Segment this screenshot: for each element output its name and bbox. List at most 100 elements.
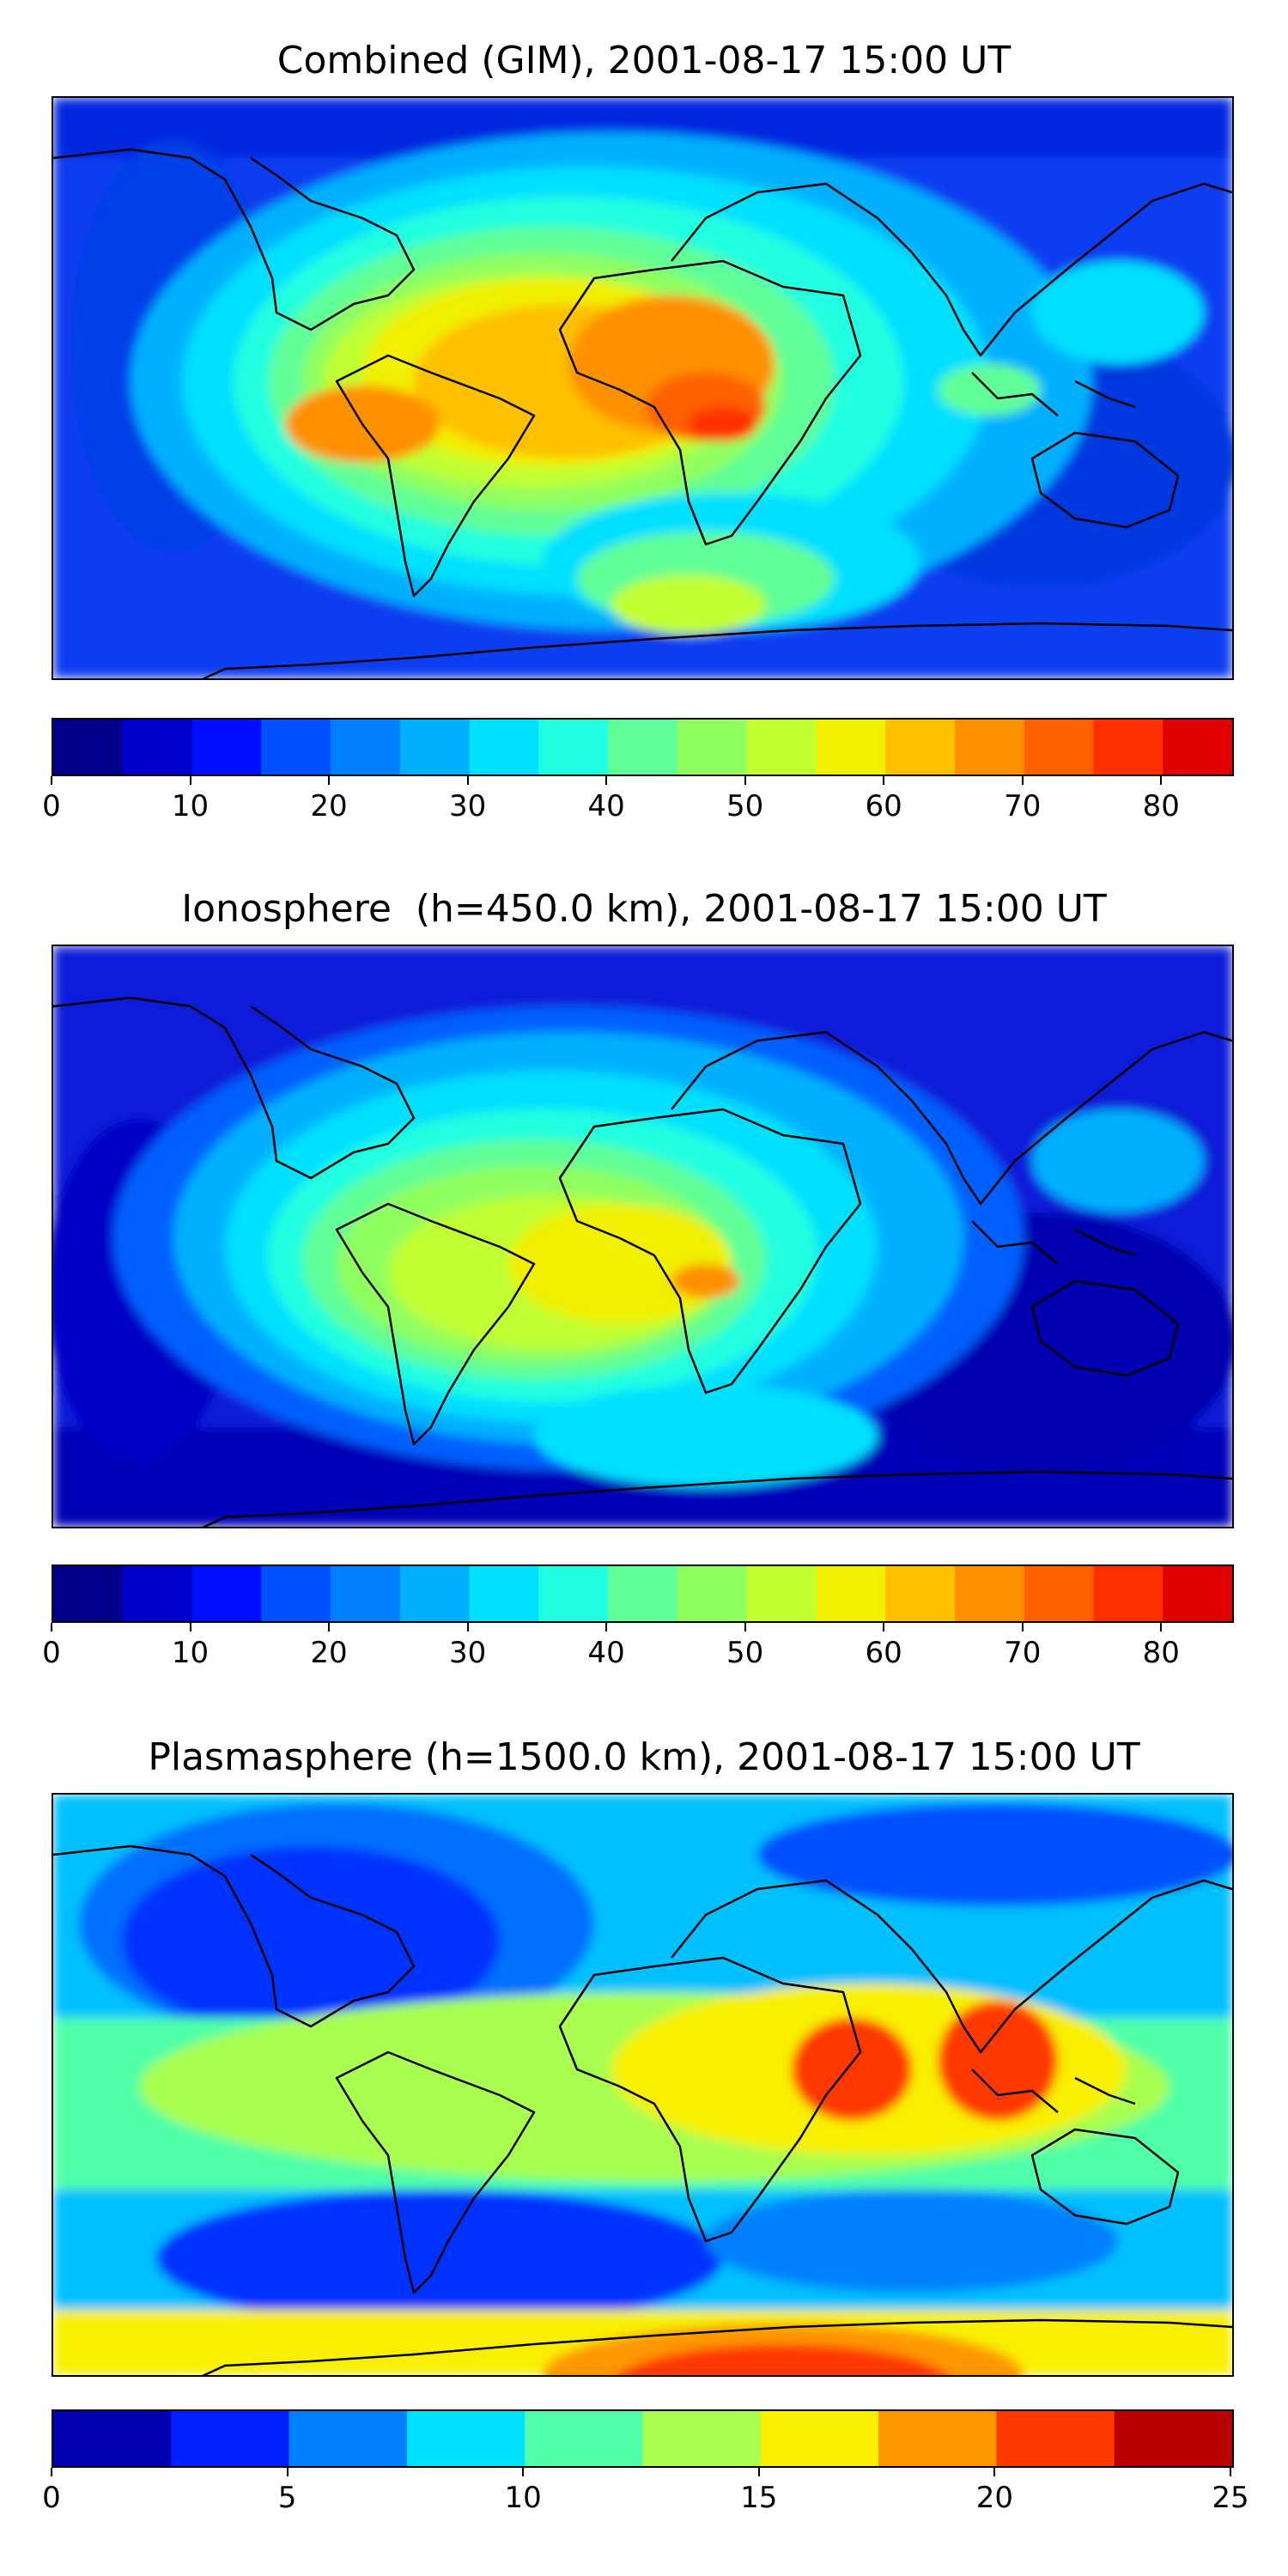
panel-title-plasmasphere: Plasmasphere (h=1500.0 km), 2001-08-17 1… (148, 1735, 1140, 1779)
tec-field-ionosphere (53, 946, 1232, 1527)
colorbar-swatch (608, 1566, 678, 1621)
colorbar-tick-label: 0 (42, 2481, 61, 2515)
map-combined-gim (52, 96, 1234, 680)
colorbar-tick-label: 40 (587, 1636, 625, 1670)
colorbar-swatch (469, 1566, 539, 1621)
colorbar-tick-label: 20 (310, 789, 348, 823)
colorbar-swatch (1024, 1566, 1094, 1621)
colorbar-swatch (469, 720, 539, 775)
colorbar-swatch (608, 720, 678, 775)
colorbar-ticks-combined: 0 10 20 30 40 50 60 70 80 (42, 776, 1234, 828)
colorbar-tick-label: 60 (865, 789, 902, 823)
colorbar-tick (883, 1623, 885, 1631)
colorbar-swatch (677, 720, 748, 775)
colorbar-ionosphere (52, 1564, 1234, 1623)
colorbar-tick-label: 70 (1004, 1636, 1042, 1670)
colorbar-swatch (399, 1566, 471, 1621)
colorbar-swatch (53, 720, 124, 775)
colorbar-tick-label: 25 (1212, 2481, 1249, 2515)
colorbar-ticks-ionosphere: 0 10 20 30 40 50 60 70 80 (42, 1623, 1234, 1674)
colorbar-swatch (191, 720, 262, 775)
colorbar-tick (605, 1623, 608, 1631)
colorbar-tick (1021, 776, 1024, 785)
colorbar-swatch (406, 2411, 526, 2466)
colorbar-swatch (261, 720, 331, 775)
colorbar-swatch (996, 2411, 1115, 2466)
colorbar-tick (51, 1623, 52, 1631)
colorbar-tick (189, 776, 191, 785)
colorbar-tick (328, 1623, 331, 1631)
colorbar-tick (51, 2468, 52, 2476)
colorbar-swatch (53, 2411, 172, 2466)
colorbar-swatch (816, 720, 886, 775)
colorbar-tick-label: 20 (310, 1636, 348, 1670)
colorbar-combined (52, 718, 1234, 776)
colorbar-ticks-plasmasphere: 0 5 10 15 20 25 (42, 2468, 1249, 2519)
tec-field-plasmasphere (53, 1795, 1232, 2375)
colorbar-swatch (878, 2411, 997, 2466)
coastlines (53, 1844, 1232, 2375)
colorbar-tick (522, 2468, 525, 2476)
colorbar-swatch (885, 720, 956, 775)
colorbar-swatch (122, 1566, 193, 1621)
colorbar-tick-label: 10 (504, 2481, 542, 2515)
colorbar-swatch (399, 720, 471, 775)
colorbar-tick (1021, 1623, 1024, 1631)
colorbar-swatch (331, 720, 401, 775)
colorbar-tick (993, 2468, 996, 2476)
colorbar-swatch (642, 2411, 762, 2466)
colorbar-swatch (538, 720, 609, 775)
map-plasmasphere (52, 1793, 1234, 2377)
colorbar-swatch (171, 2411, 290, 2466)
colorbar-swatch (746, 1566, 817, 1621)
colorbar-tick-label: 50 (726, 789, 764, 823)
colorbar-tick (286, 2468, 289, 2476)
colorbar-tick (883, 776, 885, 785)
colorbar-swatch (261, 1566, 331, 1621)
colorbar-swatch (53, 1566, 124, 1621)
colorbar-tick (605, 776, 608, 785)
colorbar-tick (466, 1623, 469, 1631)
map-ionosphere (52, 945, 1234, 1528)
colorbar-tick-label: 30 (448, 1636, 487, 1670)
colorbar-tick-label: 5 (277, 2481, 297, 2515)
colorbar-tick (328, 776, 331, 785)
colorbar-tick (51, 776, 52, 785)
colorbar-tick-label: 50 (726, 1636, 764, 1670)
colorbar-tick (1230, 2468, 1231, 2476)
colorbar-tick (1160, 1623, 1163, 1631)
colorbar-swatch (1024, 720, 1094, 775)
colorbar-tick (466, 776, 469, 785)
colorbar-swatch (954, 720, 1025, 775)
colorbar-swatch (122, 720, 193, 775)
colorbar-swatch (1163, 1566, 1232, 1621)
colorbar-tick-label: 80 (1142, 1636, 1180, 1670)
colorbar-swatch (525, 2411, 643, 2466)
colorbar-swatch (816, 1566, 886, 1621)
colorbar-swatch (746, 720, 817, 775)
colorbar-tick (189, 1623, 191, 1631)
colorbar-tick (744, 776, 746, 785)
colorbar-tick-label: 20 (975, 2481, 1014, 2515)
colorbar-tick-label: 15 (740, 2481, 778, 2515)
colorbar-swatch (1093, 1566, 1163, 1621)
colorbar-tick (1160, 776, 1163, 785)
colorbar-tick (744, 1623, 746, 1631)
panel-title-combined: Combined (GIM), 2001-08-17 15:00 UT (276, 39, 1012, 82)
colorbar-swatch (954, 1566, 1025, 1621)
colorbar-swatch (1163, 720, 1232, 775)
colorbar-swatch (289, 2411, 408, 2466)
colorbar-swatch (760, 2411, 879, 2466)
panel-title-ionosphere: Ionosphere (h=450.0 km), 2001-08-17 15:0… (181, 887, 1107, 931)
coastlines (53, 148, 1232, 678)
colorbar-tick (757, 2468, 760, 2476)
colorbar-tick-label: 80 (1142, 789, 1180, 823)
colorbar-tick-label: 60 (865, 1636, 902, 1670)
colorbar-tick-label: 10 (171, 1636, 210, 1670)
colorbar-swatch (191, 1566, 262, 1621)
colorbar-swatch (538, 1566, 609, 1621)
colorbar-swatch (331, 1566, 401, 1621)
colorbar-swatch (677, 1566, 748, 1621)
colorbar-swatch (885, 1566, 956, 1621)
colorbar-swatch (1093, 720, 1163, 775)
